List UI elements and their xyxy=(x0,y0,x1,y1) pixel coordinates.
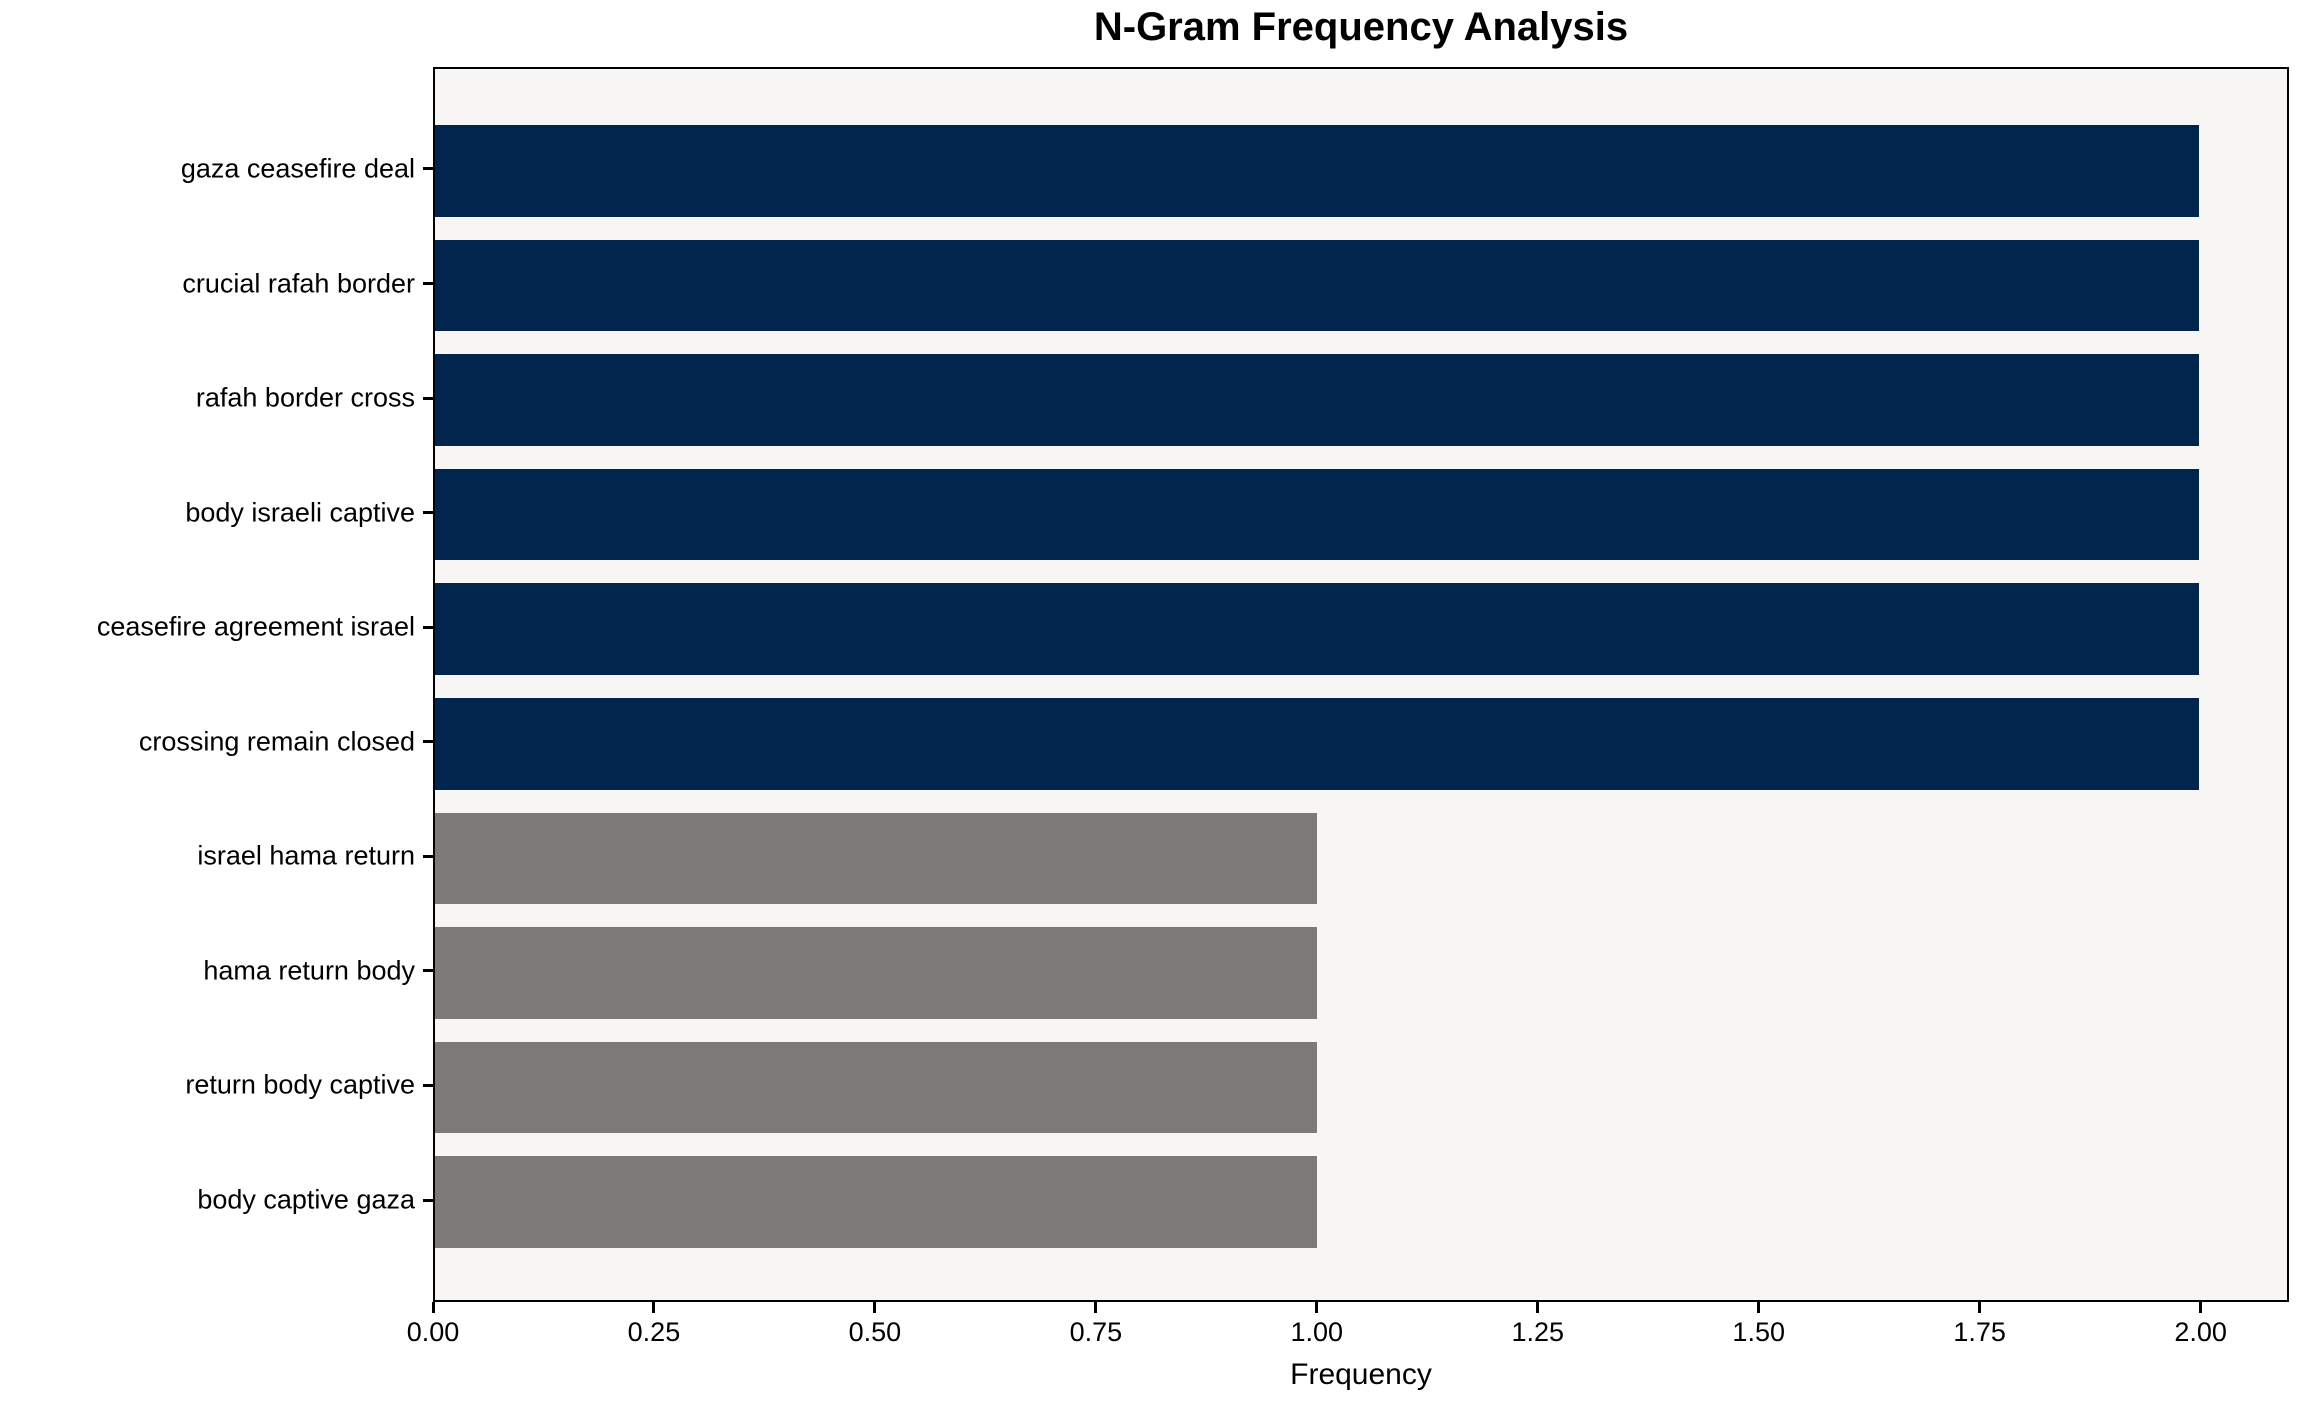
x-tick-label: 1.00 xyxy=(1290,1317,1344,1347)
bar xyxy=(435,812,1317,905)
x-tick-label: 0.75 xyxy=(1069,1317,1123,1347)
bar xyxy=(435,239,2199,332)
y-tick-label: hama return body xyxy=(203,955,415,986)
plot-area xyxy=(433,67,2289,1302)
x-tick-mark xyxy=(652,1302,656,1313)
bar xyxy=(435,697,2199,790)
x-axis-label: Frequency xyxy=(1290,1358,1432,1391)
y-tick-mark xyxy=(423,511,433,515)
y-tick-mark xyxy=(423,396,433,400)
y-tick-label: israel hama return xyxy=(197,840,415,871)
y-tick-mark xyxy=(423,167,433,171)
bar xyxy=(435,1041,1317,1134)
y-tick-label: crucial rafah border xyxy=(182,268,415,299)
y-tick-label: rafah border cross xyxy=(195,382,415,413)
x-tick-mark xyxy=(431,1302,435,1313)
x-tick-mark xyxy=(1315,1302,1319,1313)
bar xyxy=(435,1156,1317,1248)
bar xyxy=(435,583,2199,676)
bar xyxy=(435,468,2199,561)
y-tick-label: return body captive xyxy=(185,1069,415,1100)
x-tick-mark xyxy=(2199,1302,2203,1313)
x-tick-label: 1.75 xyxy=(1953,1317,2006,1347)
x-tick-mark xyxy=(873,1302,877,1313)
x-tick-label: 0.00 xyxy=(406,1317,460,1347)
y-tick-label: body israeli captive xyxy=(185,497,415,528)
x-tick-label: 1.25 xyxy=(1511,1317,1565,1347)
y-tick-mark xyxy=(423,282,433,286)
y-tick-label: gaza ceasefire deal xyxy=(180,153,415,184)
y-tick-label: ceasefire agreement israel xyxy=(96,611,415,642)
x-tick-mark xyxy=(1757,1302,1761,1313)
bar xyxy=(435,354,2199,446)
y-tick-label: body captive gaza xyxy=(197,1184,415,1215)
bar xyxy=(435,125,2199,217)
x-tick-label: 1.50 xyxy=(1732,1317,1785,1347)
x-tick-mark xyxy=(1094,1302,1098,1313)
x-tick-mark xyxy=(1536,1302,1540,1313)
y-tick-mark xyxy=(423,625,433,629)
chart-title: N-Gram Frequency Analysis xyxy=(1093,5,1629,49)
x-tick-label: 0.25 xyxy=(627,1317,681,1347)
y-tick-mark xyxy=(423,854,433,858)
y-tick-mark xyxy=(423,1083,433,1087)
x-tick-label: 0.50 xyxy=(848,1317,902,1347)
y-tick-mark xyxy=(423,969,433,973)
bar xyxy=(435,927,1317,1019)
y-tick-mark xyxy=(423,740,433,744)
x-tick-label: 2.00 xyxy=(2174,1317,2227,1347)
y-tick-label: crossing remain closed xyxy=(138,726,415,757)
x-tick-mark xyxy=(1978,1302,1982,1313)
y-tick-mark xyxy=(423,1198,433,1202)
